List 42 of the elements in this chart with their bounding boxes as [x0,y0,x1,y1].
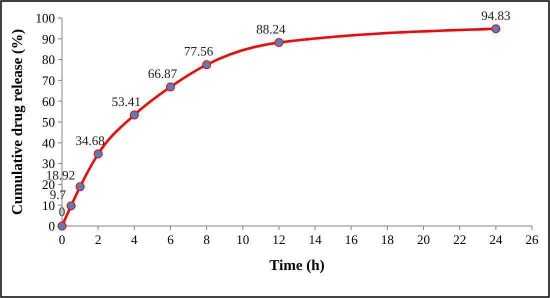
point [94,149,103,158]
x-tick-label: 18 [380,232,394,247]
x-tick-label: 6 [167,232,174,247]
point [130,110,139,120]
x-tick-label: 8 [203,232,210,247]
data-label: 88.24 [256,21,286,36]
x-tick-label: 24 [489,232,503,247]
x-tick-label: 26 [526,232,539,247]
x-tick-label: 0 [58,232,66,247]
x-tick-label: 14 [308,232,322,247]
point [58,222,66,230]
x-tick-label: 20 [417,232,430,247]
y-tick-label: 70 [42,72,55,88]
data-label: 0 [58,204,66,219]
point [166,82,175,92]
y-tick-label: 10 [42,198,55,213]
x-axis-title: Time (h) [269,258,325,274]
data-label: 66.87 [148,66,178,81]
y-axis-title: Cumulative drug release (%) [10,29,26,215]
point [76,182,85,192]
data-label: 34.68 [76,132,105,148]
point [202,60,212,70]
y-tick-label: 30 [42,156,55,172]
data-label: 53.41 [112,94,141,109]
y-tick-label: 80 [42,52,55,68]
y-tick-label: 50 [42,114,55,130]
point [274,38,284,47]
data-label: 94.83 [481,8,510,23]
point [66,201,76,210]
y-tick-label: 60 [42,94,55,109]
point [491,24,500,34]
x-tick-label: 22 [453,232,466,247]
y-tick-label: 40 [42,135,55,150]
x-tick-label: 2 [94,232,102,247]
x-tick-label: 4 [131,232,138,247]
x-tick-label: 16 [344,232,358,247]
y-tick-label: 90 [42,31,55,46]
data-label: 77.56 [184,44,214,59]
x-tick-label: 12 [272,232,286,247]
y-tick-label: 0 [48,218,55,234]
x-tick-label: 10 [236,232,250,247]
y-tick-label: 100 [36,10,55,26]
